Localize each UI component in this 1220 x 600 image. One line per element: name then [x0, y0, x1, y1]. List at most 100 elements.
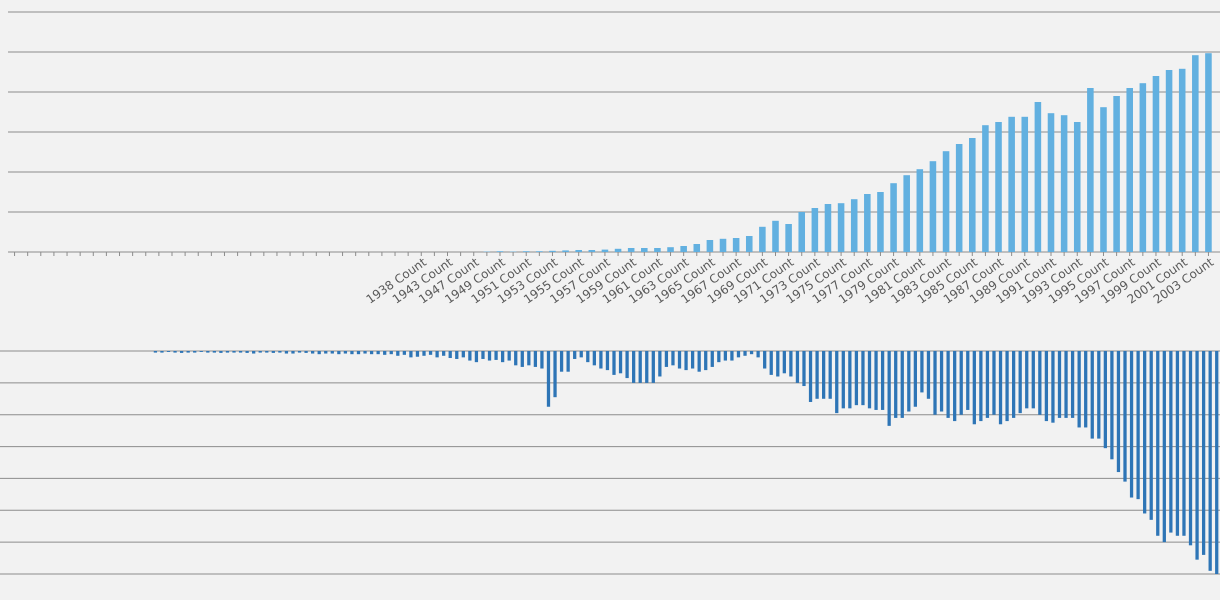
bar — [802, 351, 806, 387]
bar — [507, 351, 511, 361]
bar — [1057, 351, 1062, 418]
bar — [311, 351, 315, 354]
bar — [1182, 351, 1186, 536]
bar — [969, 138, 976, 252]
bar — [520, 351, 524, 367]
bar — [671, 351, 675, 366]
bar — [396, 351, 400, 356]
bar — [920, 351, 924, 393]
bar — [442, 351, 446, 356]
bar — [887, 351, 891, 426]
bar — [627, 248, 635, 252]
bar — [992, 351, 996, 415]
bar — [500, 351, 505, 363]
bar — [474, 351, 479, 363]
bar — [383, 351, 387, 355]
bar — [522, 251, 530, 252]
bar — [356, 351, 361, 355]
bar — [985, 351, 990, 418]
bar — [864, 194, 871, 252]
bar — [206, 351, 210, 353]
bar — [625, 351, 629, 379]
bar — [736, 351, 741, 358]
bar — [265, 351, 269, 353]
bar — [939, 351, 944, 412]
bar — [1005, 351, 1009, 422]
bar — [667, 247, 674, 252]
bar — [363, 351, 367, 354]
bar — [1215, 351, 1219, 574]
bar — [614, 248, 622, 252]
bar — [562, 250, 569, 252]
bar — [998, 351, 1003, 425]
bar — [297, 351, 302, 353]
bar — [824, 204, 832, 252]
bar — [1195, 351, 1199, 560]
bar — [1034, 102, 1042, 252]
bar — [588, 250, 596, 252]
bar — [1073, 122, 1081, 252]
bar — [743, 351, 747, 356]
bar — [1038, 351, 1042, 415]
bar — [769, 351, 773, 375]
bar — [1110, 351, 1114, 460]
bar — [837, 203, 845, 252]
bar — [225, 351, 230, 353]
bar — [1044, 351, 1049, 422]
bar — [232, 351, 236, 353]
bar — [304, 351, 308, 353]
bar — [330, 351, 334, 354]
bar — [536, 251, 543, 252]
bar — [641, 248, 648, 252]
bar — [1169, 351, 1173, 533]
bar — [527, 351, 531, 366]
bar — [651, 351, 655, 383]
bar — [955, 144, 963, 252]
bar — [212, 351, 217, 353]
bar — [415, 351, 420, 357]
bar — [252, 351, 256, 354]
bar — [811, 208, 819, 252]
bar — [1051, 351, 1055, 423]
bar — [575, 250, 582, 252]
bar — [1149, 351, 1153, 520]
bar — [706, 240, 714, 252]
bar — [926, 351, 931, 399]
bar — [645, 351, 649, 383]
bar — [664, 351, 669, 367]
bar — [693, 244, 701, 252]
bar — [1031, 351, 1035, 409]
bar — [1060, 115, 1068, 252]
bar — [929, 161, 937, 252]
bar — [745, 236, 753, 252]
bar — [632, 351, 636, 383]
bar — [514, 351, 518, 366]
bar — [680, 246, 687, 252]
bar — [601, 249, 609, 252]
bar — [324, 351, 328, 354]
bar — [337, 351, 341, 355]
bar — [854, 351, 859, 406]
bar — [317, 351, 321, 355]
bar — [1070, 351, 1075, 418]
bar — [654, 248, 661, 252]
bar — [1113, 96, 1120, 252]
bar — [160, 351, 164, 353]
bar — [959, 351, 963, 415]
bar — [579, 351, 583, 358]
bar — [496, 251, 504, 252]
bar — [710, 351, 714, 367]
bar — [907, 351, 911, 412]
bar — [435, 351, 439, 358]
bar — [913, 351, 917, 407]
bar — [1156, 351, 1160, 536]
bar — [1139, 83, 1147, 252]
bar — [690, 351, 695, 369]
bar — [822, 351, 826, 399]
bar — [835, 351, 839, 414]
bar — [717, 351, 721, 363]
bar — [586, 351, 590, 363]
bar — [549, 250, 556, 252]
bar — [343, 351, 348, 354]
